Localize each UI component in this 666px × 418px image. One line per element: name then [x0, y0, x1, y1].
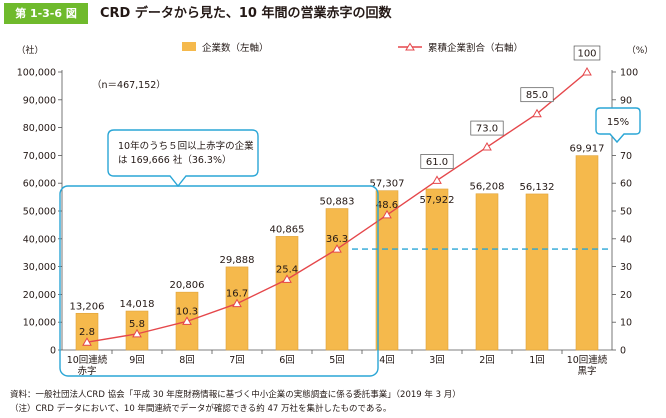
- bar: [225, 266, 249, 351]
- profit-callout-box: [595, 107, 641, 144]
- line-value-box: [520, 87, 554, 103]
- bar: [425, 188, 449, 351]
- left-axis-tick-label: 70,000: [23, 151, 56, 162]
- left-axis-unit: （社）: [16, 44, 43, 56]
- line-marker: [182, 316, 192, 325]
- profit-callout-text: 15%: [607, 117, 629, 128]
- legend-line-marker: [405, 42, 415, 51]
- bar: [375, 190, 399, 351]
- bar-value-label: 50,883: [320, 197, 355, 208]
- left-axis-tick-label: 50,000: [23, 207, 56, 218]
- line-value-label: 61.0: [426, 157, 448, 168]
- figure-title: CRD データから見た、10 年間の営業赤字の回数: [100, 6, 392, 21]
- right-axis-tick-label: 0: [620, 346, 626, 357]
- bar-value-label: 29,888: [220, 255, 255, 266]
- legend-bar-swatch: [182, 42, 196, 51]
- bar: [575, 155, 599, 351]
- x-tick-label: 6回: [279, 355, 295, 366]
- x-tick-label: 黒字: [577, 365, 596, 377]
- line-marker: [232, 298, 242, 308]
- right-axis-tick-label: 20: [620, 290, 632, 301]
- bar: [475, 193, 499, 351]
- line-value-label: 25.4: [276, 264, 298, 275]
- line-value-label: 73.0: [476, 124, 498, 135]
- line-value-label: 85.0: [526, 90, 548, 101]
- left-axis-tick-label: 100,000: [17, 68, 56, 79]
- x-tick-label: 10回連続: [67, 354, 108, 366]
- right-axis-tick-label: 70: [620, 151, 632, 162]
- line-value-label: 36.3: [326, 234, 348, 245]
- left-axis-tick-label: 90,000: [23, 95, 56, 106]
- x-tick-label: 3回: [429, 355, 445, 366]
- bar-value-label: 20,806: [170, 280, 205, 291]
- x-tick-label: 5回: [329, 355, 345, 366]
- bar-value-label: 57,307: [370, 179, 405, 190]
- left-axis-tick-label: 40,000: [23, 234, 56, 245]
- line-marker: [282, 274, 292, 283]
- bar-value-label: 69,917: [570, 144, 605, 155]
- line-value-label: 2.8: [79, 327, 95, 338]
- bar-value-label: 57,922: [420, 195, 455, 206]
- legend-bar-label: 企業数（左軸）: [202, 42, 269, 54]
- left-axis-tick-label: 10,000: [23, 318, 56, 329]
- x-tick-label: 8回: [179, 355, 195, 366]
- line-marker: [382, 209, 392, 219]
- x-tick-label: 4回: [379, 355, 395, 366]
- right-axis-tick-label: 50: [620, 207, 632, 218]
- right-axis-tick-label: 90: [620, 95, 632, 106]
- x-tick-label: 赤字: [77, 365, 96, 377]
- line-value-box: [573, 45, 601, 61]
- left-axis-tick-label: 0: [50, 346, 56, 357]
- right-axis-tick-label: 40: [620, 234, 632, 245]
- left-axis-tick-label: 30,000: [23, 262, 56, 273]
- footnote: （注）CRD データにおいて、10 年間連続でデータが確認できる約 47 万社を…: [10, 404, 392, 414]
- line-marker: [432, 175, 442, 184]
- line-value-label: 5.8: [129, 319, 145, 330]
- bar-value-label: 56,208: [470, 182, 505, 193]
- loss-callout-text: 10年のうち５回以上赤字の企業: [118, 140, 254, 152]
- left-axis-tick-label: 20,000: [23, 290, 56, 301]
- line-marker: [332, 244, 342, 253]
- line-value-box: [470, 120, 504, 136]
- right-axis-tick-label: 30: [620, 262, 632, 273]
- figure-number-badge: 第 1-3-6 図: [4, 3, 88, 24]
- line-marker: [582, 66, 592, 76]
- right-axis-tick-label: 60: [620, 179, 632, 190]
- bar-value-label: 14,018: [120, 299, 155, 310]
- legend-line-label: 累積企業割合（右軸）: [428, 42, 523, 54]
- line-marker: [532, 108, 542, 118]
- bar: [325, 208, 349, 351]
- left-axis-tick-label: 80,000: [23, 123, 56, 134]
- loss-callout-text: は 169,666 社（36.3%）: [118, 154, 232, 166]
- line-value-label: 10.3: [176, 306, 198, 317]
- x-tick-label: 2回: [479, 355, 495, 366]
- line-value-label: 100: [577, 49, 596, 60]
- x-tick-label: 9回: [129, 355, 145, 366]
- bar-value-label: 40,865: [270, 224, 305, 235]
- bar: [275, 236, 299, 351]
- line-marker: [82, 337, 92, 346]
- line-value-label: 16.7: [226, 289, 248, 300]
- x-tick-label: 10回連続: [567, 354, 608, 366]
- sample-size-note: （n＝467,152）: [92, 79, 166, 91]
- right-axis-tick-label: 100: [620, 68, 638, 79]
- right-axis-unit: （%）: [627, 45, 654, 56]
- x-tick-label: 1回: [529, 355, 545, 366]
- bar-value-label: 13,206: [70, 301, 105, 312]
- loss-group-bracket: [59, 185, 379, 377]
- x-tick-label: 7回: [229, 355, 245, 366]
- source-note: 資料：一般社団法人CRD 協会「平成 30 年度財務情報に基づく中小企業の実態調…: [10, 390, 461, 400]
- right-axis-tick-label: 10: [620, 318, 632, 329]
- line-marker: [132, 328, 142, 338]
- loss-callout-box: [107, 129, 259, 188]
- line-marker: [482, 142, 492, 151]
- left-axis-tick-label: 60,000: [23, 179, 56, 190]
- line-value-box: [420, 154, 454, 169]
- bar: [525, 193, 549, 351]
- line-value-label: 48.6: [376, 200, 398, 211]
- bar-value-label: 56,132: [520, 182, 555, 193]
